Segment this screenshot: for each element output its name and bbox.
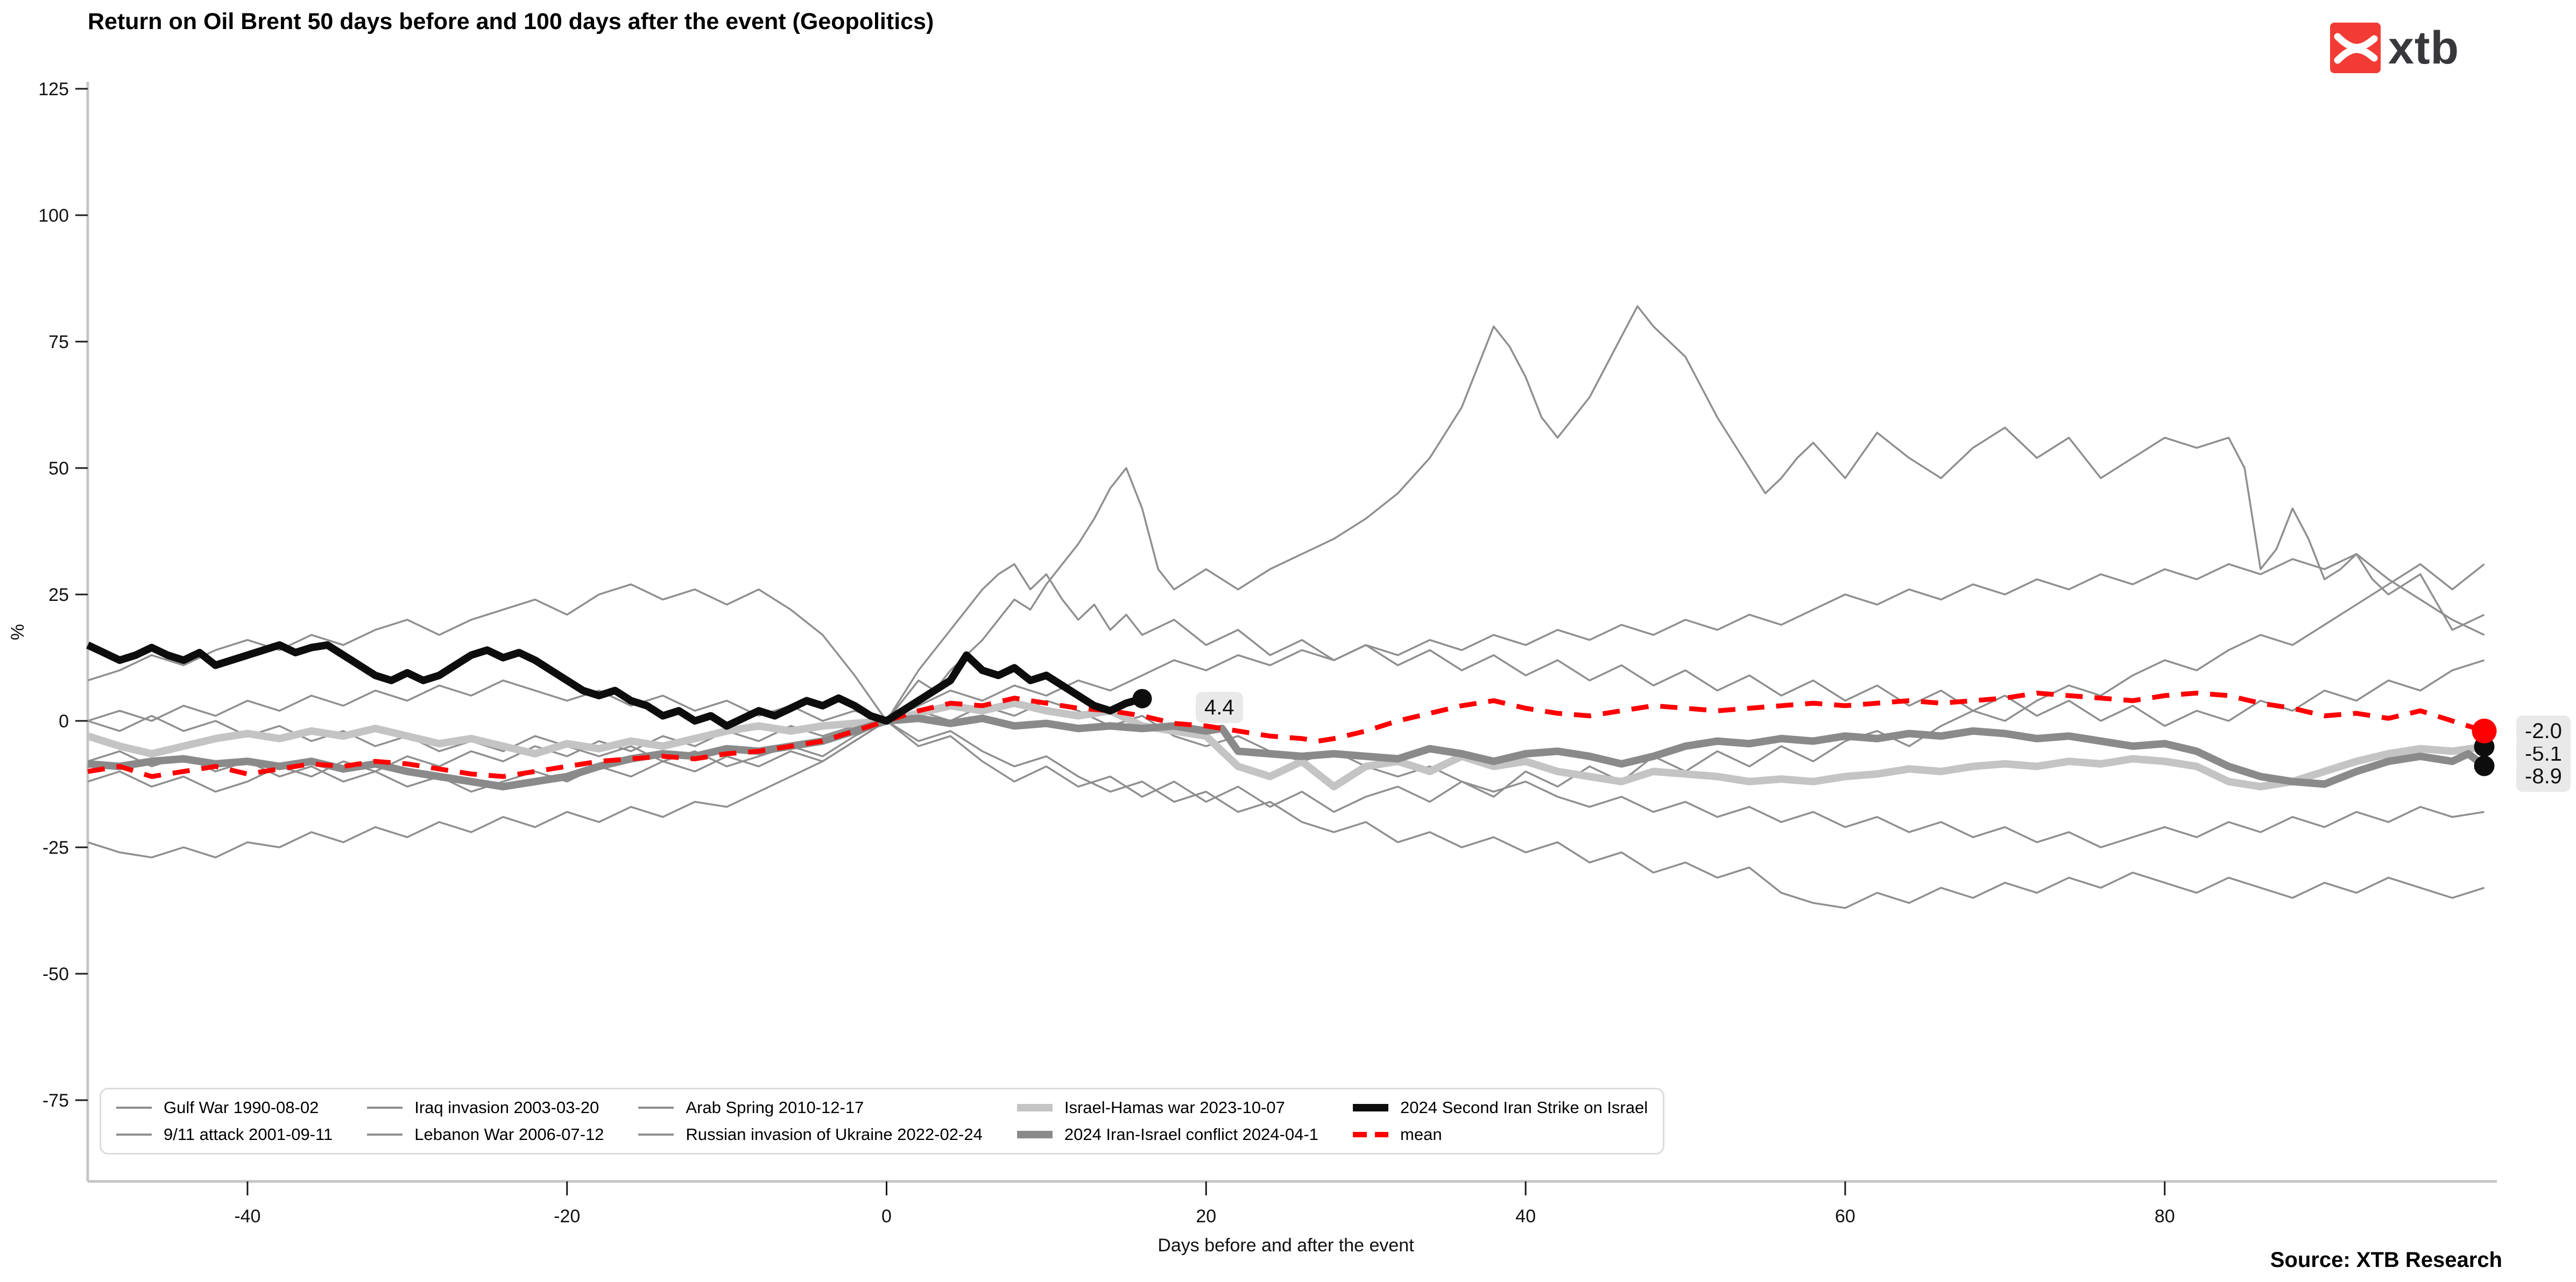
series-arab-spring-2010-12-17 bbox=[87, 553, 2485, 722]
legend-item-2024-second-iran-strike-on-israel[interactable]: 2024 Second Iran Strike on Israel bbox=[1353, 1098, 1648, 1117]
legend-item-arab-spring-2010-12-17[interactable]: Arab Spring 2010-12-17 bbox=[638, 1098, 982, 1117]
y-tick-label: 100 bbox=[38, 206, 69, 226]
x-tick-label: 60 bbox=[1835, 1206, 1855, 1227]
y-tick-label: -75 bbox=[43, 1090, 69, 1111]
legend-grid: Gulf War 1990-08-02 9/11 attack 2001-09-1… bbox=[116, 1098, 1648, 1144]
legend-item-9-11-attack-2001-09-11[interactable]: 9/11 attack 2001-09-11 bbox=[116, 1125, 333, 1144]
x-tick-label: 0 bbox=[881, 1206, 892, 1227]
legend-label: 2024 Second Iran Strike on Israel bbox=[1400, 1098, 1648, 1117]
legend-swatch-thin-icon bbox=[367, 1134, 403, 1136]
series-mean bbox=[87, 690, 2485, 779]
legend-swatch-thick-black-icon bbox=[1353, 1104, 1389, 1111]
legend-item-mean[interactable]: mean bbox=[1353, 1125, 1648, 1144]
x-tick-label: 80 bbox=[2155, 1206, 2175, 1227]
x-tick-label: 40 bbox=[1515, 1206, 1536, 1227]
y-tick-label: -50 bbox=[43, 964, 69, 984]
legend-item-gulf-war-1990-08-02[interactable]: Gulf War 1990-08-02 bbox=[116, 1098, 333, 1117]
legend-swatch-thin-icon bbox=[116, 1134, 152, 1136]
series-2024-second-iran-strike-on-israel bbox=[86, 641, 1144, 730]
chart-title: Return on Oil Brent 50 days before and 1… bbox=[88, 9, 934, 34]
legend-label: Arab Spring 2010-12-17 bbox=[686, 1098, 864, 1117]
chart-legend: Gulf War 1990-08-02 9/11 attack 2001-09-1… bbox=[100, 1088, 1665, 1154]
legend-label: Gulf War 1990-08-02 bbox=[164, 1098, 319, 1117]
xtb-logo-text: xtb bbox=[2388, 22, 2459, 74]
series-iraq-invasion-2003-03-20 bbox=[87, 563, 2485, 813]
series-2024-iran-israel-conflict-2024-04-1 bbox=[87, 714, 2487, 791]
legend-label: Lebanon War 2006-07-12 bbox=[414, 1125, 604, 1144]
legend-swatch-red-dash-icon bbox=[1353, 1132, 1389, 1137]
x-tick-label: 20 bbox=[1196, 1206, 1216, 1227]
endpoint-dot bbox=[2472, 718, 2497, 743]
legend-label: Iraq invasion 2003-03-20 bbox=[414, 1098, 599, 1117]
legend-swatch-thin-icon bbox=[638, 1134, 674, 1136]
legend-item-israel-hamas-war-2023-10-07[interactable]: Israel-Hamas war 2023-10-07 bbox=[1017, 1098, 1318, 1117]
legend-item-2024-iran-israel-conflict-2024-04-1[interactable]: 2024 Iran-Israel conflict 2024-04-1 bbox=[1017, 1125, 1318, 1144]
x-tick-label: -20 bbox=[554, 1206, 580, 1227]
end-label-mean: -2.0 bbox=[2516, 716, 2571, 747]
x-tick-label: -40 bbox=[234, 1206, 260, 1227]
legend-item-russian-invasion-of-ukraine-2022-02-24[interactable]: Russian invasion of Ukraine 2022-02-24 bbox=[638, 1125, 983, 1144]
legend-swatch-thick-light-icon bbox=[1017, 1104, 1053, 1111]
xtb-logo-icon bbox=[2330, 23, 2381, 73]
source-note: Source: XTB Research bbox=[2270, 1248, 2502, 1272]
legend-label: Russian invasion of Ukraine 2022-02-24 bbox=[686, 1125, 983, 1144]
legend-label: 9/11 attack 2001-09-11 bbox=[164, 1125, 333, 1144]
y-tick-label: -25 bbox=[43, 838, 69, 858]
end-label-iran-israel: -8.9 bbox=[2516, 761, 2571, 792]
legend-swatch-thick-dark-icon bbox=[1017, 1131, 1053, 1138]
y-tick-label: 125 bbox=[38, 79, 69, 100]
endpoint-dot bbox=[2474, 755, 2495, 776]
legend-swatch-thin-icon bbox=[638, 1107, 674, 1109]
y-tick-label: 50 bbox=[48, 458, 69, 479]
y-tick-label: 75 bbox=[48, 332, 69, 352]
legend-item-lebanon-war-2006-07-12[interactable]: Lebanon War 2006-07-12 bbox=[367, 1125, 604, 1144]
xtb-x-icon bbox=[2334, 33, 2378, 64]
legend-label: Israel-Hamas war 2023-10-07 bbox=[1064, 1098, 1285, 1117]
y-tick-label: 25 bbox=[48, 585, 69, 605]
legend-swatch-thin-icon bbox=[116, 1107, 152, 1109]
y-axis-title: % bbox=[8, 624, 28, 640]
annotation-label-4-4: 4.4 bbox=[1196, 692, 1243, 723]
series-israel-hamas-war-2023-10-07 bbox=[86, 699, 2485, 791]
legend-label: mean bbox=[1400, 1125, 1442, 1144]
y-tick-label: 0 bbox=[59, 711, 69, 732]
series-gulf-war-1990-08-02 bbox=[87, 305, 2485, 859]
legend-swatch-thin-icon bbox=[367, 1107, 403, 1109]
legend-item-iraq-invasion-2003-03-20[interactable]: Iraq invasion 2003-03-20 bbox=[367, 1098, 604, 1117]
legend-label: 2024 Iran-Israel conflict 2024-04-1 bbox=[1064, 1125, 1319, 1144]
endpoint-dot bbox=[1132, 689, 1152, 709]
x-axis-title: Days before and after the event bbox=[1158, 1235, 1414, 1256]
xtb-logo: xtb bbox=[2330, 23, 2459, 73]
